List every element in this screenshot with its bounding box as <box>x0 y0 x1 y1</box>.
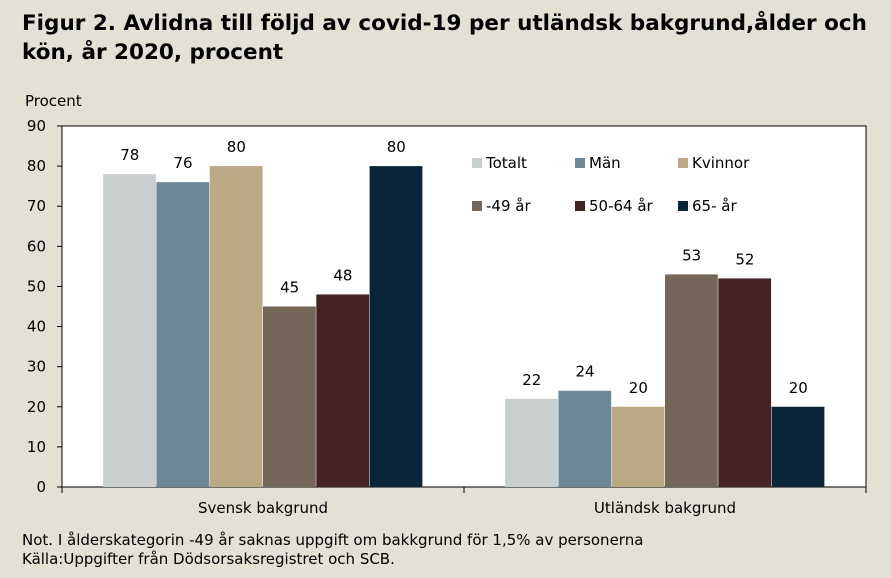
y-tick-label: 10 <box>27 438 46 456</box>
legend-label: 65- år <box>692 197 737 215</box>
y-tick-label: 70 <box>27 197 46 215</box>
data-label: 22 <box>522 371 541 389</box>
y-tick-label: 20 <box>27 398 46 416</box>
data-labels-group: 78 76 80 45 48 80 22 24 20 53 52 20 <box>120 138 808 397</box>
bars-group <box>103 166 825 487</box>
legend-label: Kvinnor <box>692 154 750 172</box>
data-label: 78 <box>120 146 139 164</box>
legend: Totalt Män Kvinnor -49 år 50-64 år 65- år <box>472 154 750 215</box>
bar <box>103 174 156 487</box>
bar <box>505 398 558 487</box>
legend-swatch <box>575 158 585 168</box>
bar <box>558 390 612 487</box>
legend-swatch <box>472 201 482 211</box>
y-tick-label: 40 <box>27 318 46 336</box>
x-tick-label: Utländsk bakgrund <box>594 499 736 517</box>
legend-swatch <box>678 201 688 211</box>
bar <box>209 166 263 487</box>
data-label: 80 <box>227 138 246 156</box>
y-tick-label: 30 <box>27 358 46 376</box>
data-label: 20 <box>789 379 808 397</box>
data-label: 48 <box>333 266 352 284</box>
note-text: Not. I ålderskategorin -49 år saknas upp… <box>22 531 644 549</box>
source-text: Källa:Uppgifter från Dödsorsaksregistret… <box>22 550 395 568</box>
bar <box>156 182 210 487</box>
bar <box>665 274 718 487</box>
bar-chart: Procent 0 10 20 30 40 50 60 70 80 90 78 76 80 45 48 80… <box>25 92 867 517</box>
bar <box>718 278 772 487</box>
y-tick-label: 80 <box>27 157 46 175</box>
legend-swatch <box>472 158 482 168</box>
data-label: 76 <box>174 154 193 172</box>
bar <box>316 294 370 487</box>
legend-label: -49 år <box>486 197 531 215</box>
y-tick-label: 0 <box>36 478 46 496</box>
data-label: 53 <box>682 246 701 264</box>
legend-swatch <box>575 201 585 211</box>
chart-title: Figur 2. Avlidna till följd av covid-19 … <box>22 11 867 65</box>
data-label: 20 <box>629 379 648 397</box>
data-label: 24 <box>576 363 595 381</box>
y-axis: 0 10 20 30 40 50 60 70 80 90 <box>27 117 62 496</box>
y-tick-label: 50 <box>27 277 46 295</box>
legend-label: Män <box>589 154 621 172</box>
legend-label: 50-64 år <box>589 197 654 215</box>
x-tick-label: Svensk bakgrund <box>198 499 328 517</box>
y-axis-label: Procent <box>25 92 82 110</box>
legend-swatch <box>678 158 688 168</box>
bar <box>771 406 825 487</box>
footnotes: Not. I ålderskategorin -49 år saknas upp… <box>22 531 882 569</box>
legend-label: Totalt <box>485 154 527 172</box>
bar <box>611 406 665 487</box>
data-label: 52 <box>735 250 754 268</box>
data-label: 45 <box>280 279 299 297</box>
bar <box>369 166 423 487</box>
y-tick-label: 60 <box>27 237 46 255</box>
data-label: 80 <box>387 138 406 156</box>
bar <box>263 306 316 487</box>
x-axis: Svensk bakgrund Utländsk bakgrund <box>61 487 867 517</box>
y-tick-label: 90 <box>27 117 46 135</box>
